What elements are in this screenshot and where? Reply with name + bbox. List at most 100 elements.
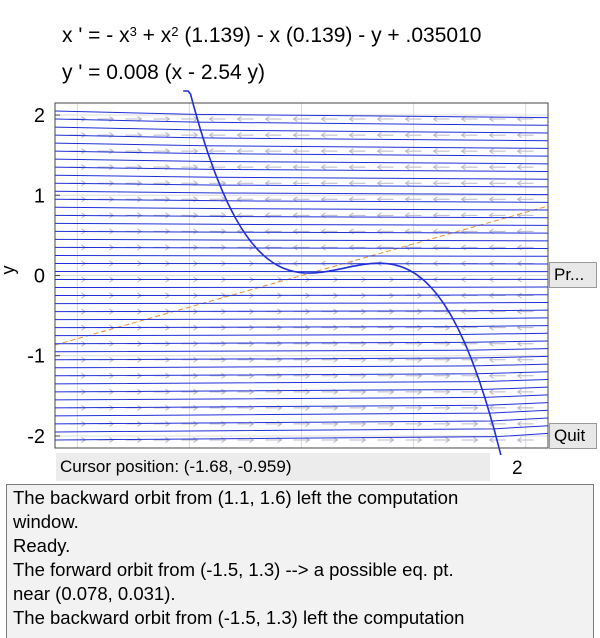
field-arrow [460, 244, 478, 251]
field-arrow [292, 164, 310, 171]
field-arrow [237, 244, 255, 251]
field-arrow [460, 164, 478, 171]
field-arrow [292, 116, 310, 122]
field-arrow [460, 324, 478, 331]
field-arrow [433, 421, 451, 427]
field-arrow [236, 164, 254, 171]
field-arrow [404, 116, 422, 122]
field-arrow [433, 404, 451, 411]
y-nullcline [54, 205, 549, 346]
field-arrow [320, 180, 338, 187]
y-equation: y ' = 0.008 (x - 2.54 y) [62, 61, 266, 84]
field-arrow [209, 404, 227, 411]
field-arrow [349, 356, 367, 363]
field-arrow [404, 244, 422, 251]
field-arrow [516, 180, 534, 187]
field-arrow [461, 421, 479, 427]
orbit [54, 134, 549, 142]
field-arrow [432, 244, 450, 251]
field-arrow [461, 437, 479, 443]
field-arrow [236, 228, 254, 235]
field-arrow [516, 244, 534, 251]
field-arrow [153, 212, 171, 219]
cursor-position-readout: Cursor position: (-1.68, -0.959) [56, 453, 490, 481]
y-tick-label: -2 [27, 426, 45, 448]
print-button[interactable]: Pr... [549, 262, 597, 288]
axis-ticks: 2 1 0 -1 -2 [27, 105, 60, 448]
quit-button[interactable]: Quit [549, 423, 597, 449]
field-arrow [488, 244, 506, 251]
field-arrow [460, 132, 478, 139]
field-arrow [349, 308, 367, 315]
field-arrow [236, 148, 254, 155]
field-arrow [264, 132, 282, 139]
field-arrow [516, 404, 534, 411]
y-tick-label: 1 [34, 185, 45, 207]
field-arrow [461, 388, 479, 395]
field-arrow [209, 421, 227, 427]
field-arrow [488, 196, 506, 203]
field-arrow [405, 324, 423, 331]
field-arrow [153, 196, 171, 203]
field-arrow [265, 388, 283, 395]
orbits [54, 90, 549, 455]
field-arrow [404, 132, 422, 139]
field-arrow [209, 372, 227, 379]
field-arrow [264, 116, 282, 122]
orbit [54, 182, 549, 188]
field-arrow [181, 437, 199, 443]
field-arrow [292, 132, 310, 139]
orbit [54, 294, 549, 297]
field-arrow [209, 356, 227, 363]
field-arrow [292, 244, 310, 251]
orbit [54, 166, 549, 173]
field-arrow [236, 116, 254, 122]
field-arrow [488, 404, 506, 411]
field-arrow [488, 180, 506, 187]
slow-manifold-orbit [183, 90, 502, 455]
field-arrow [181, 228, 199, 235]
orbit [54, 198, 549, 203]
field-arrow [377, 340, 395, 347]
field-arrow [516, 164, 534, 171]
field-arrow [432, 116, 450, 122]
field-arrow [516, 292, 534, 299]
field-arrow [348, 228, 366, 235]
field-arrow [461, 404, 479, 411]
field-arrow [432, 196, 450, 203]
field-arrow [237, 388, 255, 395]
field-arrow [293, 356, 311, 363]
field-arrow [181, 212, 199, 219]
y-tick-label: -1 [27, 346, 45, 368]
field-arrow [376, 132, 394, 139]
field-arrow [125, 180, 143, 187]
field-arrow [460, 196, 478, 203]
orbit [54, 126, 549, 134]
field-arrow [348, 180, 366, 187]
field-arrow [516, 421, 534, 427]
message-line: The forward orbit from (-1.5, 1.3) --> a… [13, 559, 454, 580]
field-arrow [264, 228, 282, 235]
field-arrow [320, 228, 338, 235]
field-arrow [209, 228, 227, 235]
field-arrow [181, 148, 199, 155]
field-arrow [348, 148, 366, 155]
field-arrow [348, 132, 366, 139]
field-arrow [321, 340, 339, 347]
field-arrow [376, 116, 394, 122]
field-arrow [265, 356, 283, 363]
phase-plot[interactable]: 2 1 0 -1 -2 y [0, 0, 600, 455]
message-window[interactable]: The backward orbit from (1.1, 1.6) left … [6, 484, 594, 638]
field-arrow [376, 244, 394, 251]
field-arrow [488, 292, 506, 299]
field-arrow [209, 340, 227, 347]
field-arrow [516, 148, 534, 155]
field-arrow [292, 148, 310, 155]
field-arrow [208, 116, 226, 122]
field-arrow [237, 356, 255, 363]
field-arrow [432, 132, 450, 139]
field-arrow [153, 421, 171, 427]
field-arrow [516, 388, 534, 395]
field-arrow [125, 164, 143, 171]
field-arrow [293, 340, 311, 347]
